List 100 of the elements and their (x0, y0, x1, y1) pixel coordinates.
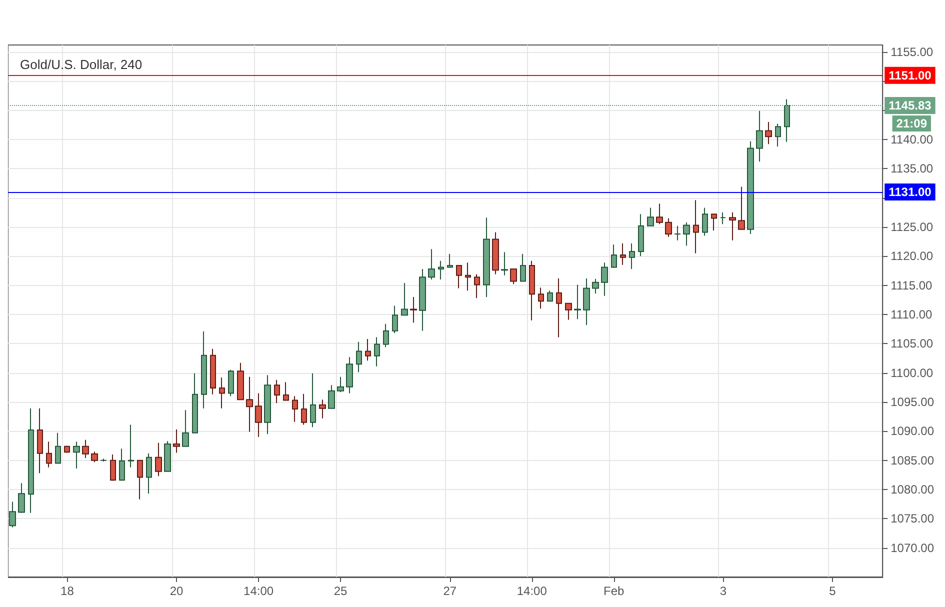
candlestick (9, 501, 16, 528)
candlestick (492, 232, 499, 275)
text: Gold/U.S. Dollar, 240 (20, 57, 142, 72)
candlestick (292, 396, 298, 422)
candlestick (365, 338, 371, 362)
candlestick (547, 290, 553, 302)
x-tick-label: 14:00 (516, 584, 548, 598)
candlestick (100, 458, 107, 462)
candlestick (510, 268, 517, 285)
candlestick (301, 393, 307, 426)
candlestick (201, 330, 207, 409)
candlestick (583, 278, 590, 326)
y-tick-label: 1105.00 (890, 336, 934, 351)
candlestick (656, 203, 663, 225)
candlestick (18, 482, 25, 514)
x-tick-label: 14:00 (244, 584, 274, 598)
candlestick (119, 448, 125, 482)
candlestick (310, 372, 316, 428)
y-tick-label: 1075.00 (890, 512, 934, 526)
candlestick (55, 432, 61, 464)
candlestick (702, 207, 708, 236)
x-tick-label: 5 (829, 584, 836, 598)
candlestick (73, 441, 80, 469)
y-tick-label: 1100.00 (890, 366, 934, 380)
candlestick (538, 287, 544, 310)
candlestick (620, 242, 626, 266)
candlestick (565, 302, 572, 320)
candlestick (164, 440, 171, 472)
candlestick (529, 260, 535, 321)
ref-line-label: 1131.00 (888, 185, 932, 199)
candlestick (447, 253, 453, 268)
candlestick (110, 454, 116, 482)
y-tick-label: 1120.00 (890, 249, 934, 264)
candlestick (674, 225, 681, 241)
candlestick (228, 369, 234, 397)
candlestick (64, 445, 70, 454)
candlestick (392, 305, 398, 334)
candlestick (146, 452, 152, 494)
candlestick (665, 218, 672, 238)
candlestick (775, 123, 781, 147)
candlestick (720, 212, 726, 225)
candlestick (210, 348, 216, 395)
candlestick (747, 140, 754, 234)
candlestick (264, 374, 271, 435)
candlestick (756, 110, 763, 162)
candlestick (693, 200, 699, 254)
candlestick (629, 242, 635, 270)
y-tick-label: 1080.00 (890, 482, 934, 496)
candlestick (438, 260, 444, 280)
candlestick (274, 379, 280, 404)
candlestick (91, 451, 98, 463)
candlestick (428, 248, 435, 280)
candlestick (419, 268, 426, 332)
candlestick (374, 336, 380, 367)
candlestick (765, 122, 772, 145)
candlestick (28, 408, 34, 514)
candlestick (173, 428, 180, 454)
x-tick-label: Feb (604, 584, 625, 598)
candlestick (246, 376, 253, 432)
candlestick (328, 384, 335, 409)
candlestick (155, 442, 162, 477)
candlestick (356, 341, 362, 373)
candlestick (82, 439, 89, 458)
y-tick-label: 1140.00 (890, 132, 934, 146)
y-tick-label: 1095.00 (890, 395, 934, 409)
candlestick (683, 222, 690, 246)
y-tick-label: 1115.00 (890, 278, 933, 292)
candlestick (401, 282, 408, 316)
candlestick (283, 382, 289, 401)
x-tick-label: 3 (720, 584, 727, 598)
candlestick (465, 262, 471, 292)
y-tick-label: 1135.00 (890, 162, 934, 176)
candlestick (611, 244, 617, 268)
y-tick-label: 1155.00 (890, 45, 934, 59)
candlestick (383, 323, 389, 348)
text: 21:09 (896, 116, 928, 130)
candlestick (711, 214, 717, 231)
x-tick-label: 27 (443, 584, 457, 598)
candlestick (601, 262, 608, 296)
candlestick (319, 399, 326, 419)
candlestick (456, 265, 462, 289)
candlestick (255, 392, 262, 438)
candlestick (337, 376, 344, 393)
ref-line-label: 1145.83 (888, 98, 932, 112)
y-tick-label: 1125.00 (890, 220, 934, 234)
candlestick (556, 278, 562, 338)
candlestick (346, 356, 353, 394)
candlestick (647, 207, 654, 226)
candlestick (237, 362, 244, 400)
candlestick (128, 424, 134, 468)
candlestick (501, 252, 508, 276)
y-tick-label: 1070.00 (890, 540, 934, 555)
candlestick (410, 296, 417, 324)
candlestick (192, 372, 198, 434)
candlestick (219, 377, 225, 409)
candlestick (137, 460, 143, 500)
y-tick-label: 1110.00 (890, 308, 933, 322)
ref-line-label: 1151.00 (888, 68, 932, 82)
candlestick (182, 410, 189, 447)
x-tick-label: 20 (170, 584, 184, 598)
